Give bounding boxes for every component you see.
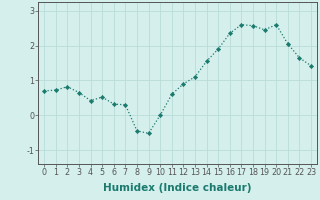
X-axis label: Humidex (Indice chaleur): Humidex (Indice chaleur) (103, 183, 252, 193)
